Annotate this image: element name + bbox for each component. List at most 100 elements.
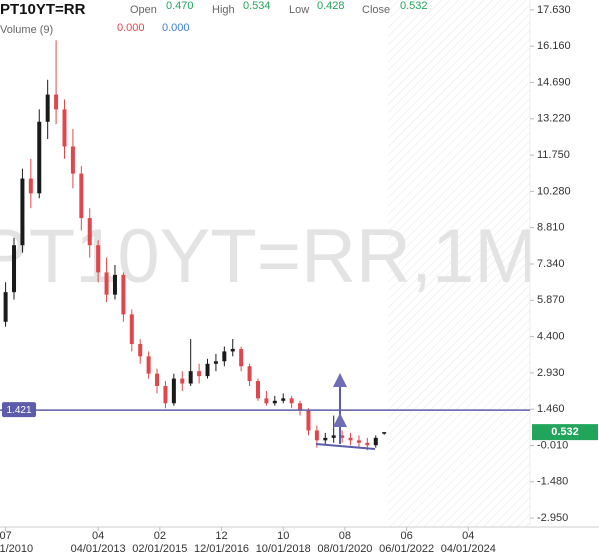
y-tick-label: 7.340 — [537, 258, 565, 270]
candle-body — [365, 442, 370, 446]
x-tick-label: 04/01/2024 — [441, 543, 496, 555]
x-tick-label: 10/01/2018 — [256, 543, 311, 555]
x-tick-label: 06/01/2022 — [379, 543, 434, 555]
candle-body — [298, 403, 303, 411]
candle-body — [272, 400, 277, 404]
candle-body — [45, 94, 50, 122]
candle-body — [230, 348, 235, 352]
candle-body — [255, 381, 260, 399]
y-tick-label: 4.400 — [537, 331, 565, 343]
candle-body — [289, 398, 294, 404]
legend-label: Close — [362, 4, 390, 16]
candle-body — [197, 371, 202, 377]
volume-label: Volume (9) — [0, 24, 53, 36]
y-tick-label: 8.810 — [537, 222, 565, 234]
candle-body — [3, 292, 8, 322]
x-tick-label: 08 — [339, 530, 351, 542]
x-tick-label: 04/01/2013 — [71, 543, 126, 555]
y-tick-label: 11.750 — [537, 149, 570, 161]
y-tick-label: -2.950 — [537, 512, 568, 524]
legend-label: Low — [289, 4, 309, 16]
trend-line — [315, 443, 376, 450]
candle-body — [104, 272, 109, 295]
legend-value: 0.470 — [166, 0, 194, 12]
y-tick-label: 17.630 — [537, 4, 571, 16]
y-tick-label: 1.460 — [537, 403, 565, 415]
candle-body — [62, 109, 67, 147]
candle-body — [70, 146, 75, 174]
hline-label: 1.421 — [6, 405, 31, 416]
y-tick-label: 14.690 — [537, 76, 571, 88]
candle-body — [340, 435, 345, 438]
candle-body — [205, 363, 210, 377]
last-price-box — [532, 424, 598, 441]
candle-body — [171, 378, 176, 404]
candle-body — [264, 398, 269, 404]
arrow-head — [333, 373, 347, 387]
x-tick-label: 10 — [277, 530, 289, 542]
last-price-label: 0.532 — [551, 426, 579, 438]
candle-body — [79, 173, 84, 219]
x-tick-label: 12 — [215, 530, 227, 542]
candle-body — [155, 373, 160, 386]
watermark: PT10YT=RR,1M — [0, 214, 538, 299]
y-tick-label: 13.220 — [537, 113, 571, 125]
arrow-head — [333, 413, 347, 427]
candle-body — [239, 348, 244, 367]
y-tick-label: 16.160 — [537, 40, 571, 52]
x-tick-label: 08/01/2020 — [317, 543, 372, 555]
x-tick-label: 04 — [92, 530, 104, 542]
x-tick-label: 04 — [462, 530, 474, 542]
candle-body — [356, 440, 361, 443]
candle-body — [138, 344, 143, 357]
y-tick-label: 2.930 — [537, 367, 565, 379]
candle-body — [96, 245, 101, 273]
candle-body — [12, 245, 17, 293]
candle-body — [87, 218, 92, 246]
legend-value: 0.534 — [243, 0, 271, 12]
candle-body — [112, 274, 117, 295]
y-tick-label: 5.870 — [537, 294, 565, 306]
legend-label: Open — [130, 4, 157, 16]
candle-body — [331, 435, 336, 438]
candle-body — [121, 274, 126, 315]
candle-body — [28, 178, 33, 194]
x-tick-label: 12/01/2016 — [194, 543, 249, 555]
legend-value: 0.428 — [317, 0, 345, 12]
x-tick-label: 06 — [400, 530, 412, 542]
candle-body — [306, 410, 311, 431]
candle-body — [323, 437, 328, 441]
symbol: PT10YT=RR — [0, 1, 86, 18]
volume-value: 0.000 — [162, 22, 190, 34]
candle-body — [129, 314, 134, 345]
candle-body — [247, 366, 252, 382]
annotations — [315, 373, 376, 450]
candle-body — [188, 371, 193, 384]
volume-value: 0.000 — [117, 22, 145, 34]
hline-label-box — [2, 402, 36, 418]
candle-body — [382, 432, 387, 434]
candle-body — [348, 437, 353, 441]
candle-body — [180, 378, 185, 384]
legend-value: 0.532 — [400, 0, 428, 12]
legend-label: High — [212, 4, 235, 16]
y-tick-label: -1.480 — [537, 476, 568, 488]
candle-body — [37, 121, 42, 194]
future-area — [388, 0, 530, 527]
y-tick-label: -0.010 — [537, 439, 568, 451]
candle-body — [222, 351, 227, 362]
candle-body — [373, 437, 378, 446]
candle-body — [146, 356, 151, 374]
x-tick-label: 07/01/2010 — [0, 543, 33, 555]
candle-body — [20, 178, 25, 246]
x-tick-label: 02 — [154, 530, 166, 542]
candle-body — [314, 430, 319, 441]
candle-body — [281, 398, 286, 401]
x-tick-label: 07 — [0, 530, 12, 542]
y-tick-label: 10.280 — [537, 185, 571, 197]
plot — [3, 40, 387, 451]
candle-body — [54, 94, 59, 110]
x-tick-label: 02/01/2015 — [132, 543, 187, 555]
candle-body — [213, 361, 218, 364]
